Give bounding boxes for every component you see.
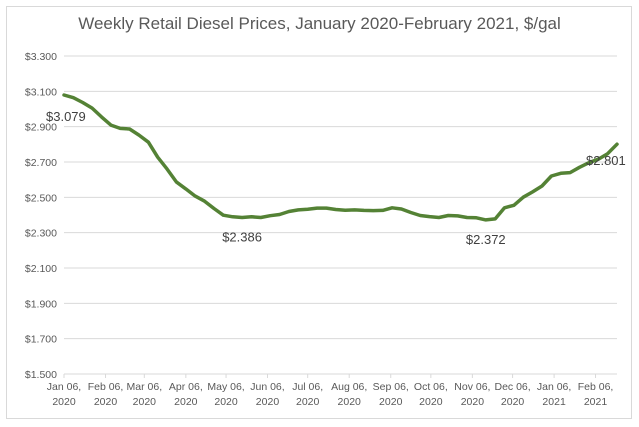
series-line <box>62 93 619 222</box>
x-tick-label-year: 2021 <box>584 396 608 408</box>
x-tick-label: Sep 06, <box>373 381 409 393</box>
x-tick-label-year: 2020 <box>379 396 403 408</box>
y-tick-label: $1.900 <box>25 298 57 310</box>
y-tick-label: $2.500 <box>25 192 57 204</box>
x-tick-label-year: 2021 <box>542 396 566 408</box>
x-tick-label-year: 2020 <box>174 396 198 408</box>
data-labels: $3.079 $2.386 $2.372 $2.801 <box>46 109 626 247</box>
x-tick-label-year: 2020 <box>501 396 525 408</box>
x-tick-label-year: 2020 <box>52 396 76 408</box>
y-axis-labels: $3.300 $3.100 $2.900 $2.700 $2.500 $2.300 $2.1… <box>25 51 57 381</box>
y-tick-label: $2.700 <box>25 157 57 169</box>
x-tick-label-year: 2020 <box>214 396 238 408</box>
x-tick-label: Feb 06, <box>578 381 614 393</box>
x-tick-label-year: 2020 <box>338 396 362 408</box>
data-label: $3.079 <box>46 109 86 124</box>
x-tick-label: Aug 06, <box>331 381 367 393</box>
x-tick-label: Jul 06, <box>292 381 323 393</box>
x-tick-label-year: 2020 <box>461 396 485 408</box>
x-axis: Jan 06, 2020 Feb 06, 2020 Mar 06, 2020 Apr 06,… <box>47 374 614 408</box>
x-tick-label: Feb 06, <box>88 381 124 393</box>
x-tick-label: Apr 06, <box>169 381 203 393</box>
y-tick-label: $1.500 <box>25 369 57 381</box>
y-tick-label: $2.100 <box>25 263 57 275</box>
x-tick-label-year: 2020 <box>94 396 118 408</box>
y-tick-label: $2.900 <box>25 122 57 134</box>
y-tick-label: $3.100 <box>25 86 57 98</box>
chart-frame <box>6 6 632 419</box>
x-tick-label: Jun 06, <box>250 381 284 393</box>
gridlines <box>64 55 617 375</box>
x-tick-label-year: 2020 <box>296 396 320 408</box>
y-tick-label: $2.300 <box>25 228 57 240</box>
x-tick-label-year: 2020 <box>133 396 157 408</box>
y-tick-label: $1.700 <box>25 334 57 346</box>
chart-title: Weekly Retail Diesel Prices, January 202… <box>78 14 561 33</box>
x-tick-label: Nov 06, <box>454 381 490 393</box>
data-label: $2.801 <box>586 153 626 168</box>
x-tick-label: Dec 06, <box>494 381 530 393</box>
x-tick-label-year: 2020 <box>256 396 280 408</box>
data-label: $2.372 <box>466 232 506 247</box>
x-tick-label-year: 2020 <box>419 396 443 408</box>
x-tick-label: Jan 06, <box>47 381 81 393</box>
x-tick-label: Oct 06, <box>414 381 448 393</box>
data-label: $2.386 <box>222 229 262 244</box>
x-tick-label: Mar 06, <box>127 381 163 393</box>
y-tick-label: $3.300 <box>25 51 57 63</box>
x-tick-label: Jan 06, <box>537 381 571 393</box>
x-tick-label: May 06, <box>207 381 244 393</box>
series <box>62 93 619 222</box>
